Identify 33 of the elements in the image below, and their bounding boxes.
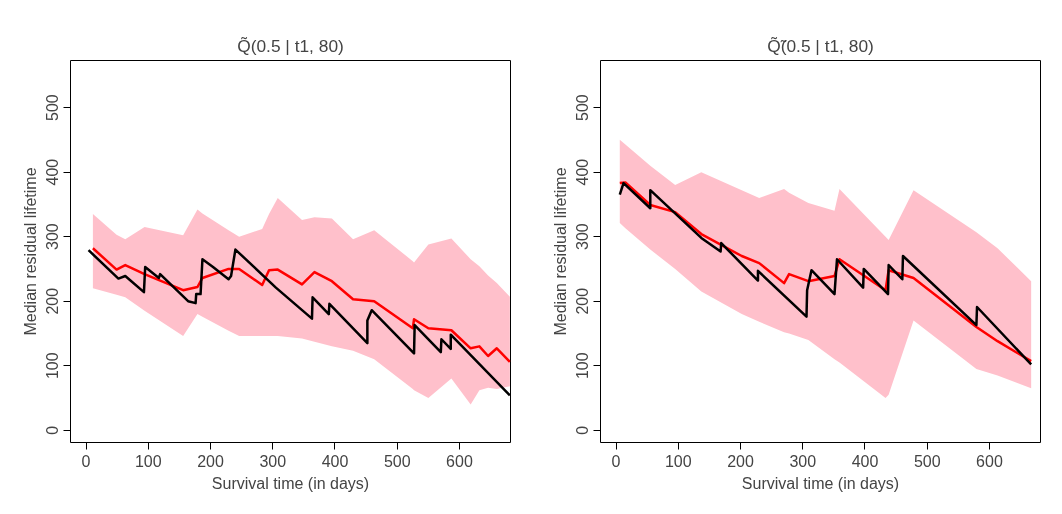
x-tick-label: 300: [259, 452, 287, 470]
y-tick-label: 200: [574, 287, 592, 315]
x-tick-label: 0: [81, 452, 91, 470]
y-tick-label: 500: [574, 94, 592, 121]
y-tick-label: 0: [574, 425, 592, 435]
x-tick-label: 400: [851, 452, 879, 470]
x-tick-label: 500: [383, 452, 411, 470]
x-tick-label: 0: [611, 452, 621, 470]
x-tick-label: 200: [727, 452, 754, 470]
chart-title: Q̃(0.5 | t1, 80): [237, 35, 344, 56]
y-tick-label: 100: [574, 352, 592, 380]
x-tick-label: 600: [446, 452, 473, 470]
x-tick-label: 600: [976, 452, 1003, 470]
y-tick-label: 400: [574, 158, 592, 186]
y-tick-label: 100: [44, 352, 62, 380]
y-axis-title: Median residual lifetime: [551, 167, 569, 336]
x-tick-label: 500: [913, 452, 941, 470]
x-tick-label: 200: [197, 452, 224, 470]
y-tick-label: 300: [44, 223, 62, 251]
x-axis-title: Survival time (in days): [741, 474, 900, 492]
y-tick-label: 200: [44, 287, 62, 315]
y-tick-label: 400: [44, 158, 62, 186]
y-axis-title: Median residual lifetime: [21, 167, 39, 336]
y-tick-label: 500: [44, 94, 62, 121]
y-tick-label: 0: [44, 425, 62, 435]
x-axis-title: Survival time (in days): [211, 474, 370, 492]
chart-title: Q̃̃(0.5 | t1, 80): [767, 35, 874, 56]
x-tick-label: 100: [134, 452, 162, 470]
line-series: [91, 247, 511, 364]
x-tick-label: 100: [664, 452, 692, 470]
x-tick-label: 300: [789, 452, 817, 470]
y-tick-label: 300: [574, 223, 592, 251]
x-tick-label: 400: [321, 452, 349, 470]
